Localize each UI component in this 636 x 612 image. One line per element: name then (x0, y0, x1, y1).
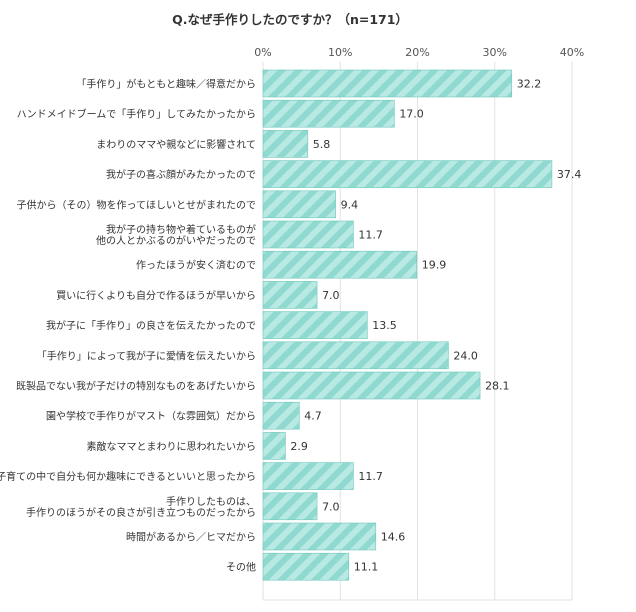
category-label: 子供から（その）物を作ってほしいとせがまれたので (17, 198, 257, 211)
category-label: ハンドメイドブームで「手作り」してみたかったから (17, 108, 256, 121)
category-label: 我が子の喜ぶ顔がみたかったので (106, 168, 256, 181)
category-label: その他 (226, 561, 256, 574)
category-label: 我が子に「手作り」の良さを伝えたかったので (46, 319, 256, 332)
bar (262, 99, 395, 128)
bar (262, 552, 350, 581)
bar-value-label: 32.2 (517, 78, 542, 91)
category-label: まわりのママや親などに影響されて (96, 138, 256, 151)
category-label-line: 手作りしたものは、 (166, 495, 256, 508)
bar-value-label: 28.1 (485, 380, 510, 393)
bar-value-label: 13.5 (372, 319, 397, 332)
bar (262, 190, 336, 219)
bar (262, 311, 368, 339)
bar (262, 341, 449, 370)
value-labels: 32.2 17.0 5.8 37.4 9.4 11.7 19.9 7.0 13.5 24.0 28.… (290, 78, 581, 574)
bar (262, 401, 300, 430)
bar-value-label: 19.9 (422, 259, 447, 272)
category-labels: 「手作り」がもともと趣味／得意だからハンドメイドブームで「手作り」してみたかった… (0, 78, 256, 574)
bar (262, 522, 377, 551)
bar (262, 281, 318, 309)
bar (262, 371, 481, 400)
category-label: 「手作り」がもともと趣味／得意だから (76, 78, 256, 91)
bar-value-label: 7.0 (322, 500, 340, 513)
bar (262, 130, 309, 158)
bar-value-label: 4.7 (304, 410, 322, 423)
category-label: 我が子の持ち物や着ているものが他の人とかぶるのがいやだったので (96, 223, 256, 247)
x-axis-ticks: 0% 10% 20% 30% 40% (254, 46, 584, 59)
category-label: 素敵なママとまわりに思われたいから (87, 440, 257, 453)
x-tick-label: 0% (254, 46, 271, 59)
category-label-line: 手作りのほうがその良さが引き立つものだったから (26, 506, 256, 519)
category-label: 既製品でない我が子だけの特別なものをあげたいから (16, 380, 256, 393)
category-label: 園や学校で手作りがマスト（な雰囲気）だから (46, 410, 256, 423)
bar-value-label: 9.4 (341, 198, 359, 211)
chart-title: Q.なぜ手作りしたのですか？（n=171） (172, 12, 408, 27)
category-label: 時間があるから／ヒマだから (126, 531, 256, 544)
bar (262, 160, 553, 188)
bar-value-label: 11.7 (358, 470, 383, 483)
category-label: 作ったほうが安く済むので (136, 259, 256, 272)
bar-value-label: 37.4 (557, 168, 582, 181)
category-label: 子育ての中で自分も何か趣味にできるといいと思ったから (0, 470, 256, 483)
bar (262, 462, 354, 490)
x-tick-label: 10% (328, 46, 352, 59)
bar (262, 250, 418, 279)
bar (262, 432, 286, 460)
bar-value-label: 11.1 (354, 561, 379, 574)
category-label: 「手作り」によって我が子に愛情を伝えたいから (37, 349, 256, 362)
category-label: 手作りしたものは、手作りのほうがその良さが引き立つものだったから (26, 495, 256, 519)
bar-value-label: 2.9 (290, 440, 308, 453)
x-tick-label: 30% (483, 46, 507, 59)
bar (262, 220, 354, 249)
bar-value-label: 14.6 (381, 531, 406, 544)
x-tick-label: 20% (405, 46, 429, 59)
category-label-line: 他の人とかぶるのがいやだったので (96, 234, 256, 247)
bar-value-label: 11.7 (358, 229, 383, 242)
bar (262, 69, 513, 98)
x-tick-label: 40% (560, 46, 584, 59)
bar-value-label: 5.8 (313, 138, 331, 151)
category-label: 買いに行くよりも自分で作るほうが早いから (56, 289, 256, 302)
bar-value-label: 17.0 (399, 108, 424, 121)
bar (262, 492, 318, 521)
category-label-line: 我が子の持ち物や着ているものが (106, 223, 256, 236)
bar-value-label: 7.0 (322, 289, 340, 302)
bars (262, 69, 553, 581)
bar-value-label: 24.0 (453, 349, 478, 362)
